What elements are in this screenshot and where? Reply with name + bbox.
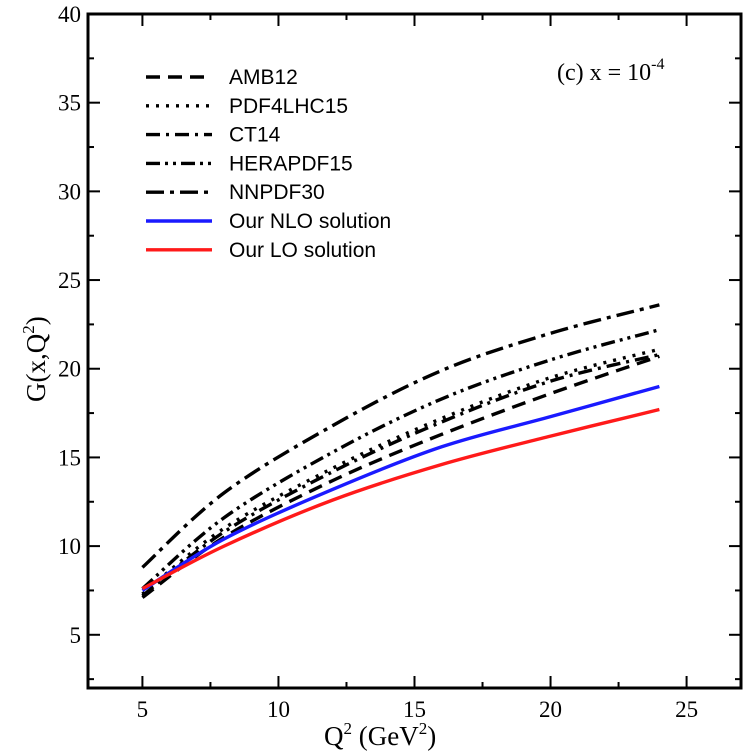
legend-label-ct14: CT14 [229, 124, 281, 147]
legend: AMB12 PDF4LHC15 CT14 HERAPDF15 NNPDF30 Our NL… [146, 66, 391, 262]
series-line-pdf4lhc15 [141, 347, 660, 596]
series-line-our-lo-solution [141, 407, 660, 591]
y-axis-title: G(x,Q2) [19, 316, 51, 402]
series-line-our-nlo-solution [141, 384, 660, 592]
legend-label-our-nlo-solution: Our NLO solution [229, 210, 391, 233]
x-tick-label-5: 5 [137, 697, 149, 722]
x-axis-title-sup: 2 [344, 719, 353, 738]
legend-label-herapdf15: HERAPDF15 [229, 152, 353, 175]
y-tick-label-25: 25 [58, 268, 81, 293]
y-tick-label-30: 30 [58, 179, 81, 204]
y-axis-title-sup: 2 [19, 325, 38, 334]
y-tick-label-5: 5 [70, 623, 82, 648]
legend-label-our-lo-solution: Our LO solution [229, 239, 376, 262]
x-tick-label-10: 10 [267, 697, 290, 722]
y-tick-label-20: 20 [58, 357, 81, 382]
x-axis-title: Q2 (GeV2) [324, 719, 436, 751]
series-layer [141, 303, 660, 599]
x-tick-label-15: 15 [403, 697, 426, 722]
y-tick-label-40: 40 [58, 2, 81, 27]
y-tick-label-15: 15 [58, 445, 81, 470]
series-line-nnpdf30 [141, 303, 660, 569]
series-line-herapdf15 [141, 328, 660, 590]
x-tick-label-20: 20 [539, 697, 562, 722]
legend-label-pdf4lhc15: PDF4LHC15 [229, 95, 348, 118]
annotation-exponent: -4 [651, 56, 664, 73]
ticks-layer: 5 10 15 20 25 5 10 15 20 25 30 35 40 [58, 2, 741, 722]
annotation: (c) x = 10-4 [557, 56, 665, 86]
x-axis-unit-sup: 2 [419, 719, 428, 738]
legend-label-amb12: AMB12 [229, 66, 298, 89]
plot-frame [86, 12, 743, 690]
legend-label-nnpdf30: NNPDF30 [229, 181, 325, 204]
y-tick-label-10: 10 [58, 534, 81, 559]
y-tick-label-35: 35 [58, 91, 81, 116]
series-line-ct14 [141, 352, 660, 598]
x-tick-label-25: 25 [675, 697, 698, 722]
